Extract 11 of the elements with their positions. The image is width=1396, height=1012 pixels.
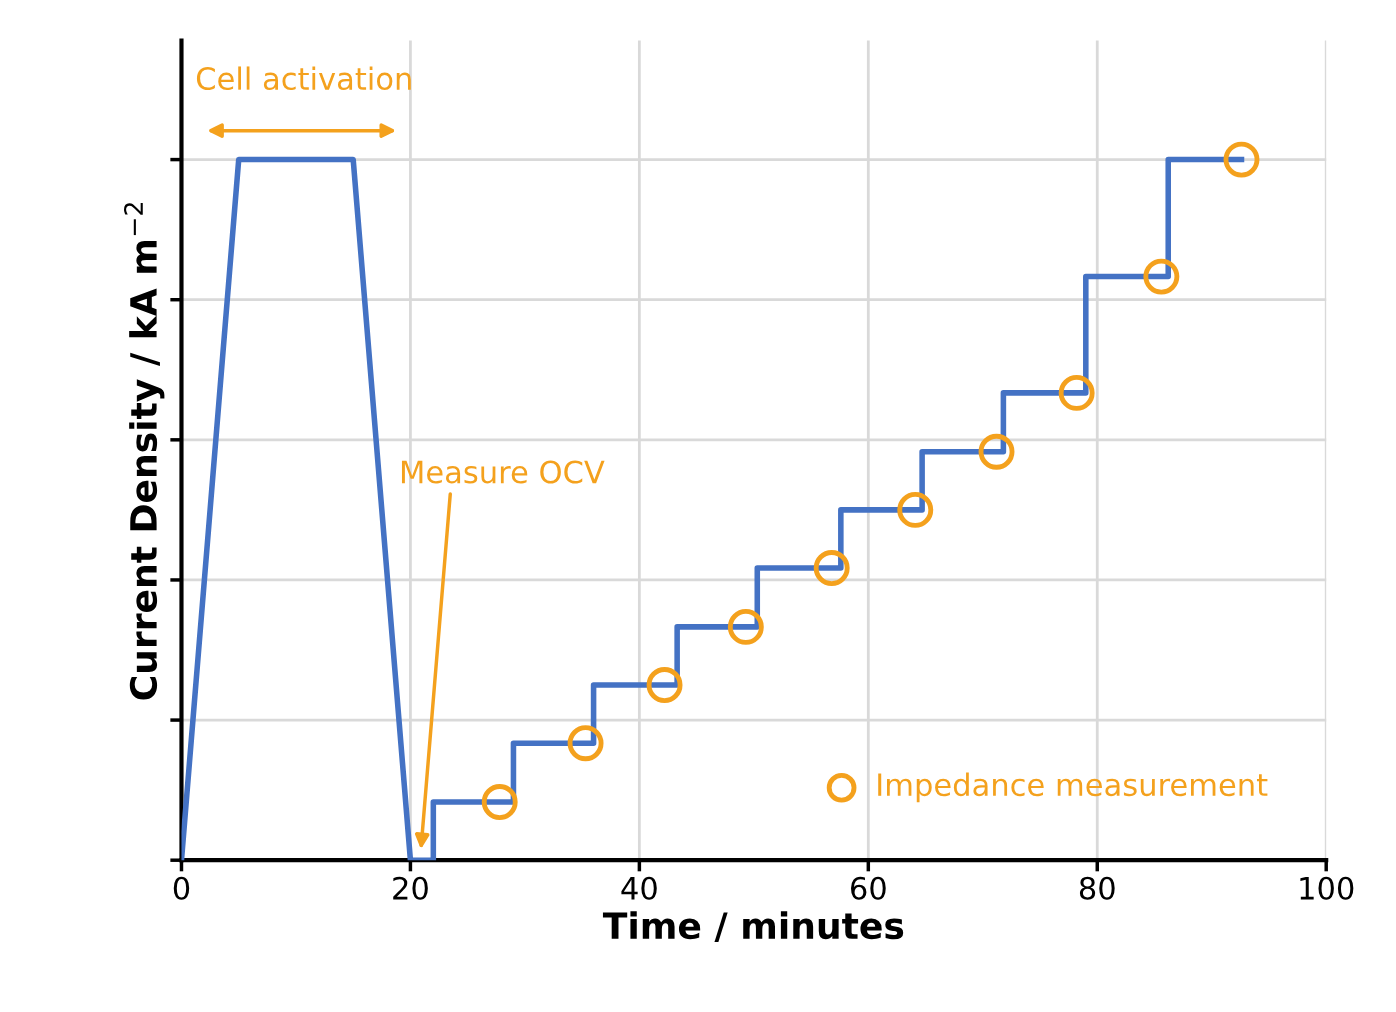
text: Cell activation <box>196 66 411 91</box>
x-tick-label: 80 <box>1079 876 1115 900</box>
x-tick-label: 40 <box>621 876 657 900</box>
annotation: Measure OCV <box>401 460 605 484</box>
x-axis-title: Time / minutes <box>602 911 904 943</box>
x-tick-label: 100 <box>1300 876 1354 900</box>
x-tick-label: 60 <box>851 876 886 900</box>
x-tick-label: 0 <box>173 876 190 900</box>
x-tick-label: 20 <box>393 876 428 900</box>
y-axis-title: Current Density / kA m$^{−2}$ <box>124 203 165 700</box>
legend-label: Impedance measurement <box>878 772 1268 803</box>
